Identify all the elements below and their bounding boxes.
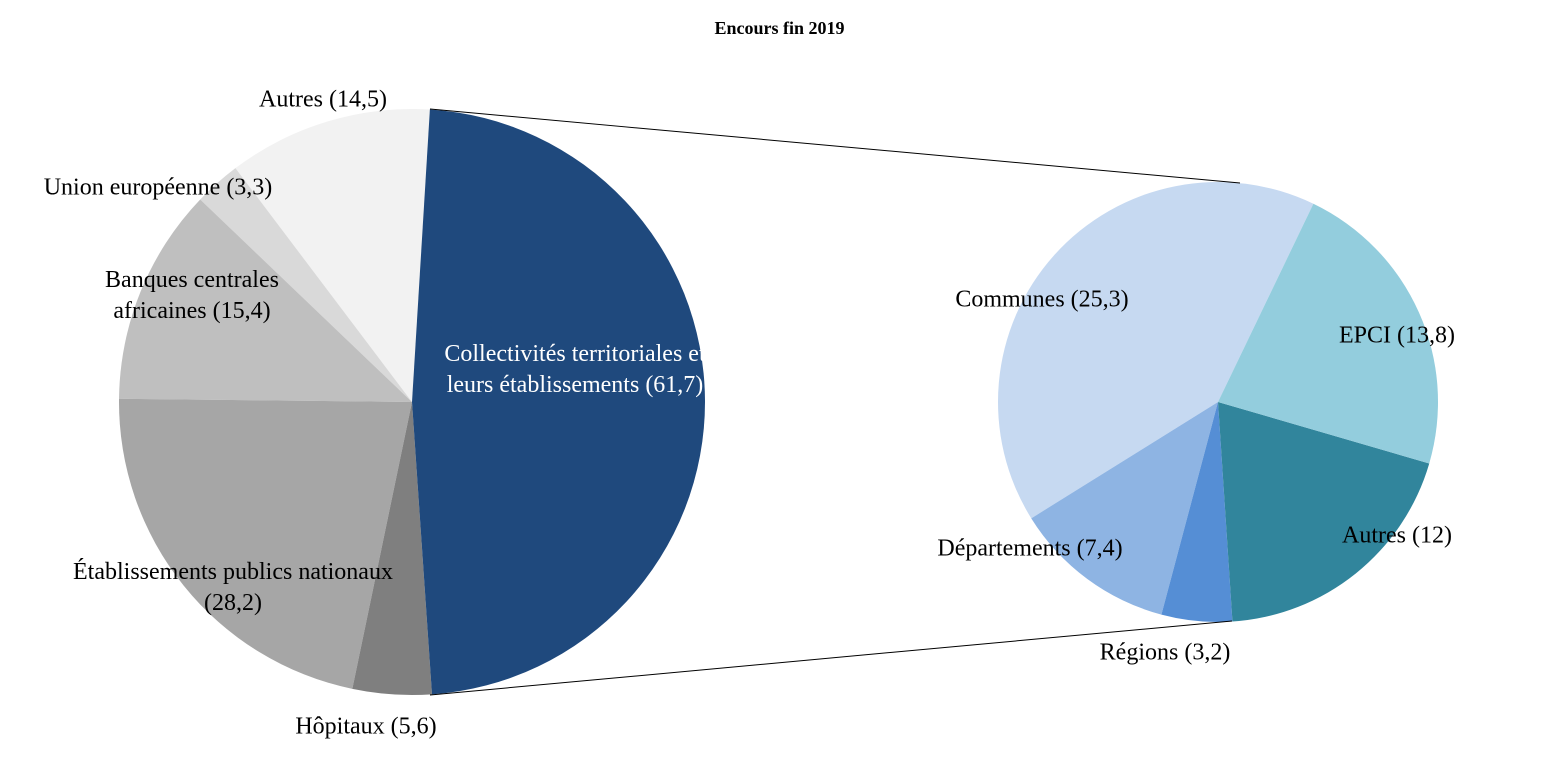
- pie-slice: [1031, 402, 1218, 615]
- value-label: (25,3): [1070, 286, 1129, 313]
- pie-slice: [997, 181, 1314, 519]
- pie-slice: [412, 109, 706, 695]
- slice-label: Établissements publics nationaux (28,2): [73, 557, 393, 619]
- category-label: Hôpitaux: [295, 713, 385, 740]
- connector-line: [429, 620, 1233, 696]
- slice-label: Hôpitaux (5,6): [256, 712, 476, 743]
- pie-slice: [119, 398, 412, 689]
- value-label: (15,4): [212, 298, 271, 324]
- category-label: Régions: [1099, 639, 1179, 666]
- slice-label: Départements (7,4): [890, 534, 1170, 565]
- category-label: Communes: [955, 286, 1065, 313]
- slice-label: EPCI (13,8): [1307, 321, 1487, 352]
- slice-label: Autres (14,5): [213, 85, 433, 116]
- slice-label: Banques centrales africaines (15,4): [67, 265, 317, 327]
- category-label: Départements: [937, 535, 1071, 562]
- pie-slice: [352, 402, 432, 696]
- chart-title: Encours fin 2019: [714, 18, 845, 38]
- category-label: Union européenne: [43, 174, 221, 201]
- pie-slice: [119, 199, 412, 402]
- slice-label: Union européenne (3,3): [8, 173, 308, 204]
- category-label: EPCI: [1339, 322, 1392, 349]
- value-label: (3,3): [226, 174, 273, 201]
- slice-label: Autres (12): [1307, 521, 1487, 552]
- value-label: (13,8): [1397, 322, 1455, 349]
- slice-label: Régions (3,2): [1065, 638, 1265, 669]
- value-label: (12): [1412, 522, 1452, 549]
- category-label: Établissements publics nationaux: [73, 559, 393, 585]
- pie-slice: [1218, 203, 1438, 464]
- slice-label: Communes (25,3): [912, 285, 1172, 316]
- value-label: (3,2): [1184, 639, 1231, 666]
- value-label: (5,6): [390, 713, 437, 740]
- value-label: (61,7): [645, 372, 704, 398]
- category-label: Collectivités territoriales et leurs éta…: [444, 341, 706, 398]
- slice-label: Collectivités territoriales et leurs éta…: [430, 339, 720, 401]
- connector-line: [429, 108, 1241, 184]
- pie-slice: [235, 109, 430, 402]
- value-label: (7,4): [1076, 535, 1123, 562]
- category-label: Autres: [259, 86, 323, 113]
- category-label: Autres: [1342, 522, 1406, 549]
- pie-slice: [1161, 402, 1233, 622]
- category-label: Banques centrales africaines: [105, 267, 279, 324]
- pie-slice: [1218, 402, 1430, 622]
- pie-slice: [200, 168, 412, 402]
- value-label: (28,2): [204, 590, 262, 616]
- value-label: (14,5): [329, 86, 387, 113]
